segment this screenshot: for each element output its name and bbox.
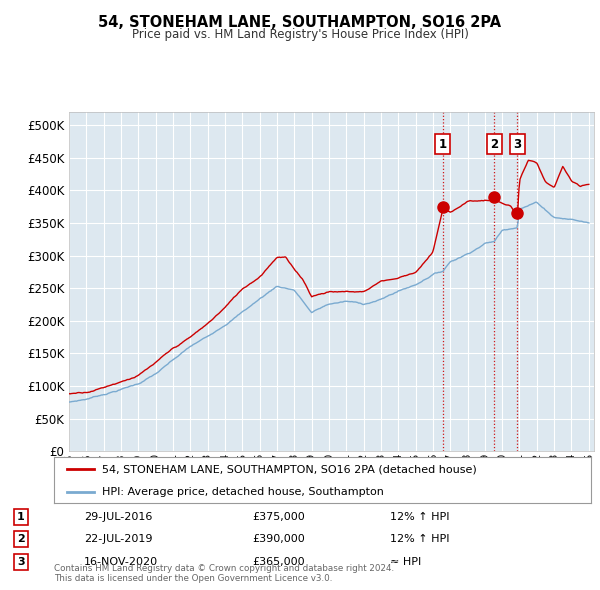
Text: 12% ↑ HPI: 12% ↑ HPI [390, 535, 449, 544]
Text: 54, STONEHAM LANE, SOUTHAMPTON, SO16 2PA (detached house): 54, STONEHAM LANE, SOUTHAMPTON, SO16 2PA… [103, 464, 477, 474]
Text: £375,000: £375,000 [252, 512, 305, 522]
Text: 29-JUL-2016: 29-JUL-2016 [84, 512, 152, 522]
Text: 1: 1 [439, 138, 447, 151]
Text: 2: 2 [17, 535, 25, 544]
Text: £390,000: £390,000 [252, 535, 305, 544]
Text: 22-JUL-2019: 22-JUL-2019 [84, 535, 152, 544]
Text: 12% ↑ HPI: 12% ↑ HPI [390, 512, 449, 522]
Text: 16-NOV-2020: 16-NOV-2020 [84, 557, 158, 566]
Text: 3: 3 [514, 138, 521, 151]
Text: Price paid vs. HM Land Registry's House Price Index (HPI): Price paid vs. HM Land Registry's House … [131, 28, 469, 41]
Text: 1: 1 [17, 512, 25, 522]
Text: 2: 2 [490, 138, 499, 151]
Text: ≈ HPI: ≈ HPI [390, 557, 421, 566]
Text: Contains HM Land Registry data © Crown copyright and database right 2024.
This d: Contains HM Land Registry data © Crown c… [54, 563, 394, 583]
Text: HPI: Average price, detached house, Southampton: HPI: Average price, detached house, Sout… [103, 487, 384, 497]
Text: 3: 3 [17, 557, 25, 566]
Text: 54, STONEHAM LANE, SOUTHAMPTON, SO16 2PA: 54, STONEHAM LANE, SOUTHAMPTON, SO16 2PA [98, 15, 502, 30]
Text: £365,000: £365,000 [252, 557, 305, 566]
